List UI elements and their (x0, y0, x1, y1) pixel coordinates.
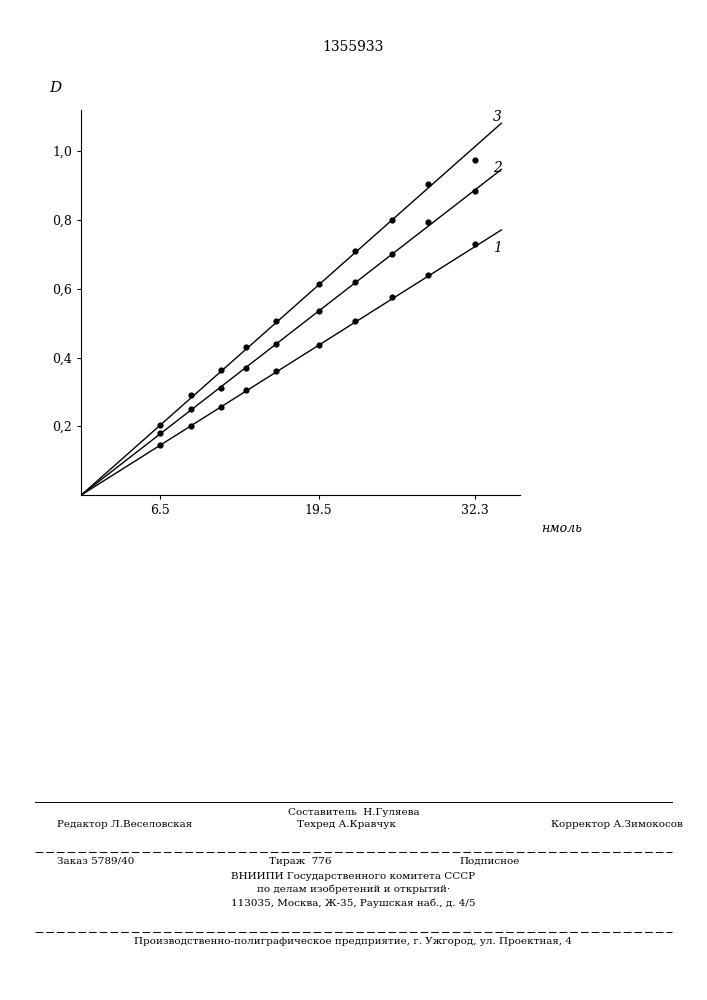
Text: ВНИИПИ Государственного комитета СССР: ВНИИПИ Государственного комитета СССР (231, 872, 476, 881)
Point (349, 243, 361, 259)
Text: Редактор Л.Веселовская: Редактор Л.Веселовская (57, 820, 192, 829)
Point (271, 363, 282, 379)
Text: 3: 3 (493, 110, 502, 124)
Point (216, 362, 227, 378)
Text: 113035, Москва, Ж-35, Раушская наб., д. 4/5: 113035, Москва, Ж-35, Раушская наб., д. … (231, 898, 476, 908)
Point (349, 313, 361, 329)
Text: нмоль: нмоль (542, 522, 583, 535)
Point (386, 246, 397, 262)
Point (240, 360, 252, 376)
Text: Корректор А.Зимокосов: Корректор А.Зимокосов (551, 820, 684, 829)
Point (386, 289, 397, 305)
Text: Техред А.Кравчук: Техред А.Кравчук (297, 820, 396, 829)
Point (240, 339, 252, 355)
Text: Тираж  776: Тираж 776 (269, 857, 331, 866)
Text: Составитель  Н.Гуляева: Составитель Н.Гуляева (288, 808, 419, 817)
Point (469, 152, 480, 168)
Point (155, 425, 166, 441)
Point (185, 387, 197, 403)
Point (271, 313, 282, 329)
Point (469, 183, 480, 199)
Point (155, 417, 166, 433)
Text: по делам изобретений и открытий·: по делам изобретений и открытий· (257, 885, 450, 895)
Point (216, 399, 227, 415)
Point (240, 382, 252, 398)
Point (469, 236, 480, 252)
Point (313, 276, 325, 292)
Point (313, 303, 325, 319)
Point (349, 274, 361, 290)
Point (185, 418, 197, 434)
Text: D: D (49, 81, 61, 95)
Text: Производственно-полиграфическое предприятие, г. Ужгород, ул. Проектная, 4: Производственно-полиграфическое предприя… (134, 937, 573, 946)
Point (386, 212, 397, 228)
Point (313, 337, 325, 353)
Text: Заказ 5789/40: Заказ 5789/40 (57, 857, 134, 866)
Text: 2: 2 (493, 161, 502, 175)
Point (216, 380, 227, 396)
Point (155, 437, 166, 453)
Point (423, 267, 434, 283)
Text: 1: 1 (493, 241, 502, 255)
Point (423, 176, 434, 192)
Point (271, 336, 282, 352)
Point (423, 214, 434, 230)
Text: 1355933: 1355933 (323, 40, 384, 54)
Point (185, 401, 197, 417)
Text: Подписное: Подписное (460, 857, 520, 866)
